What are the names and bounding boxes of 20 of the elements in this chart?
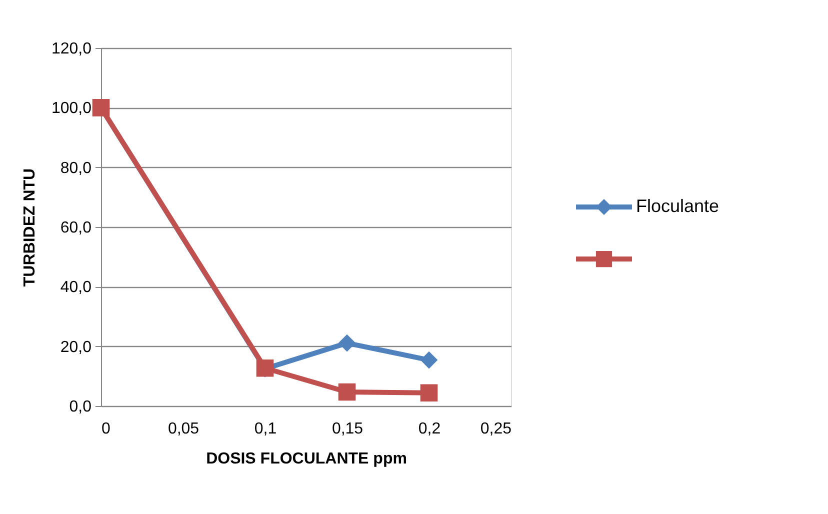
- x-tick-label: 0,15: [332, 420, 364, 438]
- legend-label: Floculante: [636, 196, 720, 216]
- point: [420, 384, 438, 402]
- point: [420, 351, 438, 369]
- point: [338, 334, 356, 352]
- x-axis-title: DOSIS FLOCULANTE ppm: [206, 450, 407, 468]
- x-tick-label: 0,05: [168, 420, 200, 438]
- y-tick-label: 100,0: [51, 100, 92, 118]
- x-tick-label: 0,2: [418, 420, 441, 438]
- y-tick-label: 60,0: [60, 220, 92, 236]
- y-tick-label: 20,0: [60, 338, 92, 356]
- x-tick-label: 0: [102, 420, 110, 438]
- y-axis-title: TURBIDEZ NTU: [21, 168, 38, 287]
- x-tick-label: 0,25: [480, 420, 512, 438]
- x-tick-label: 0,1: [254, 420, 277, 438]
- y-tick-label: 0,0: [69, 398, 92, 416]
- y-tick-label: 120,0: [51, 40, 92, 58]
- point: [338, 383, 356, 401]
- y-tick-label: 80,0: [60, 160, 92, 177]
- y-tick-label: 40,0: [60, 279, 92, 296]
